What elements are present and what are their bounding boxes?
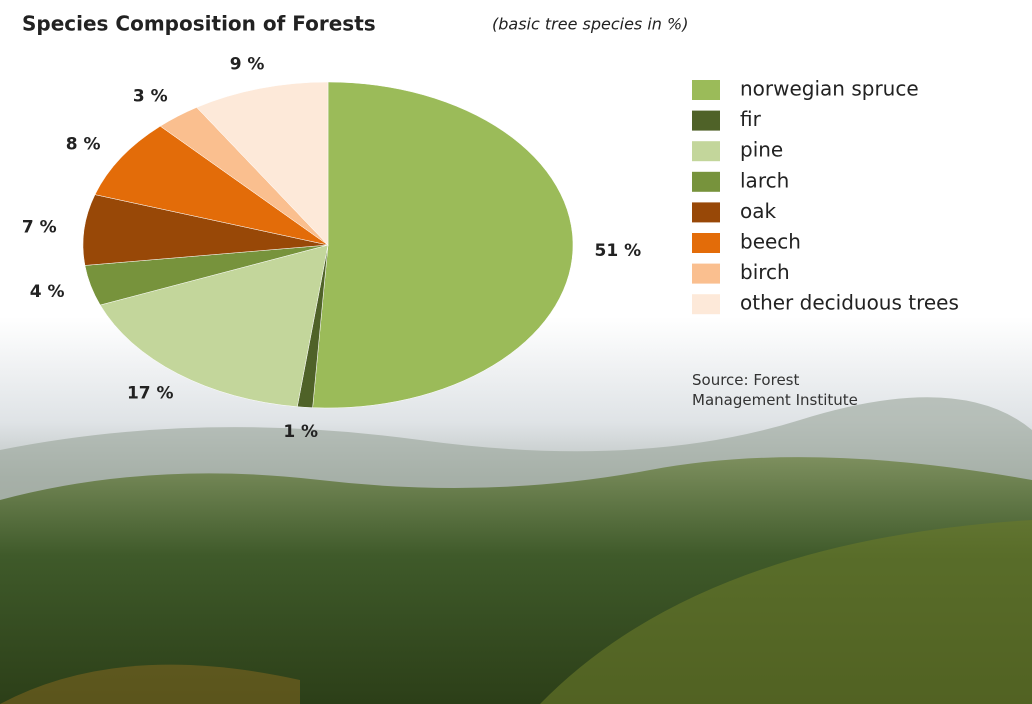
data-label: 4 % — [30, 282, 65, 302]
legend-swatch — [692, 233, 720, 253]
data-label: 9 % — [230, 54, 265, 74]
legend-label: beech — [740, 230, 801, 254]
legend-swatch — [692, 80, 720, 100]
legend-label: birch — [740, 260, 790, 284]
data-label: 3 % — [133, 86, 168, 106]
legend-swatch — [692, 111, 720, 131]
legend-label: norwegian spruce — [740, 77, 919, 101]
legend-swatch — [692, 202, 720, 222]
legend-label: fir — [740, 107, 762, 131]
legend-label: larch — [740, 168, 789, 192]
legend-label: pine — [740, 138, 783, 162]
legend-swatch — [692, 172, 720, 192]
chart-subtitle: (basic tree species in %) — [492, 15, 688, 34]
legend-label: other deciduous trees — [740, 291, 959, 315]
page: Species Composition of Forests (basic tr… — [0, 0, 1032, 704]
data-label: 1 % — [283, 422, 318, 442]
data-label: 51 % — [595, 241, 642, 261]
legend-swatch — [692, 141, 720, 161]
data-label: 17 % — [127, 384, 174, 404]
chart-title: Species Composition of Forests — [22, 12, 376, 36]
data-label: 8 % — [66, 134, 101, 154]
source: Source: Forest Management Institute — [692, 370, 870, 410]
legend-label: oak — [740, 199, 776, 223]
chart: Species Composition of Forests (basic tr… — [0, 0, 1032, 704]
legend-swatch — [692, 264, 720, 284]
data-label: 7 % — [22, 217, 57, 237]
legend-swatch — [692, 294, 720, 314]
